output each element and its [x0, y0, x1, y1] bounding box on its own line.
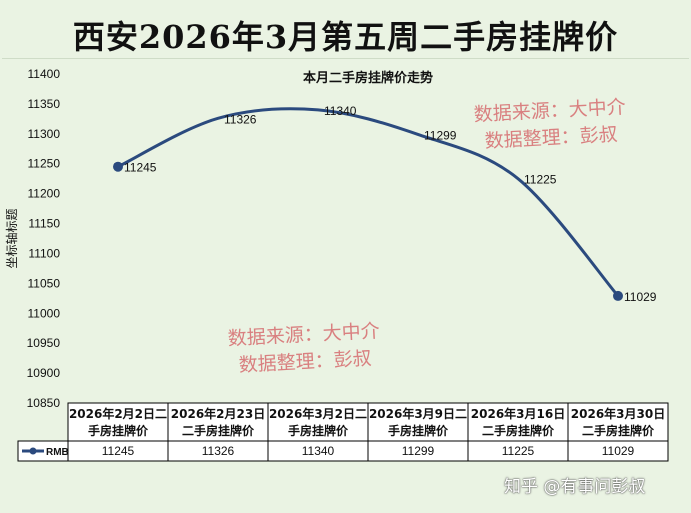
legend-series-name: RMB	[46, 447, 69, 458]
y-tick-label: 10950	[27, 336, 61, 350]
data-label: 11340	[324, 104, 357, 118]
x-category-label: 2026年3月2日二	[269, 406, 367, 421]
data-table-value: 11245	[102, 444, 135, 458]
x-category-label: 二手房挂牌价	[182, 423, 255, 438]
y-tick-label: 10900	[27, 366, 61, 380]
y-tick-label: 11250	[28, 157, 61, 171]
data-table-value: 11225	[502, 444, 535, 458]
data-table-value: 11029	[602, 444, 635, 458]
data-table-row-bg	[17, 440, 669, 462]
y-tick-label: 11400	[28, 67, 61, 81]
x-category-label: 二手房挂牌价	[482, 423, 555, 438]
data-point	[113, 161, 123, 172]
data-table-value: 11326	[202, 444, 235, 458]
x-category-label: 手房挂牌价	[288, 423, 349, 438]
y-tick-label: 11300	[28, 127, 61, 141]
y-tick-label: 11100	[28, 246, 60, 260]
data-table-value: 11340	[302, 444, 335, 458]
x-category-label: 2026年3月9日二	[369, 406, 467, 421]
data-label: 11225	[524, 173, 557, 187]
x-category-label: 2026年3月16日	[471, 406, 565, 421]
data-label: 11245	[124, 161, 157, 175]
y-tick-label: 11200	[28, 187, 61, 201]
watermark-top: 数据来源：大中介 数据整理：彭叔	[457, 93, 645, 157]
data-label: 11326	[224, 112, 257, 126]
y-tick-label: 11050	[28, 276, 61, 290]
x-category-label: 2026年2月2日二	[69, 406, 167, 421]
data-label: 11029	[624, 290, 657, 304]
data-point	[613, 290, 623, 301]
x-category-label: 2026年2月23日	[171, 406, 265, 421]
data-table-value: 11299	[402, 444, 435, 458]
x-category-label: 手房挂牌价	[388, 423, 449, 438]
x-category-label: 2026年3月30日	[571, 406, 665, 421]
y-tick-label: 11350	[28, 97, 61, 111]
banner: 西安2026年3月第五周二手房挂牌价	[2, 2, 689, 59]
x-category-label: 二手房挂牌价	[582, 423, 655, 438]
y-axis-title: 坐标轴标题	[4, 208, 19, 268]
watermark-bottom: 数据来源：大中介 数据整理：彭叔	[211, 317, 399, 381]
y-tick-label: 11000	[28, 306, 61, 320]
data-label: 11299	[424, 128, 457, 142]
zhihu-watermark: 知乎 @有事问彭叔	[504, 477, 646, 497]
banner-title: 西安2026年3月第五周二手房挂牌价	[72, 18, 619, 56]
y-tick-label: 10850	[27, 396, 61, 410]
series-line	[116, 107, 620, 298]
legend-marker	[29, 447, 37, 455]
y-tick-label: 11150	[28, 217, 60, 231]
x-category-label: 手房挂牌价	[88, 423, 149, 438]
chart-title: 本月二手房挂牌价走势	[303, 70, 433, 86]
